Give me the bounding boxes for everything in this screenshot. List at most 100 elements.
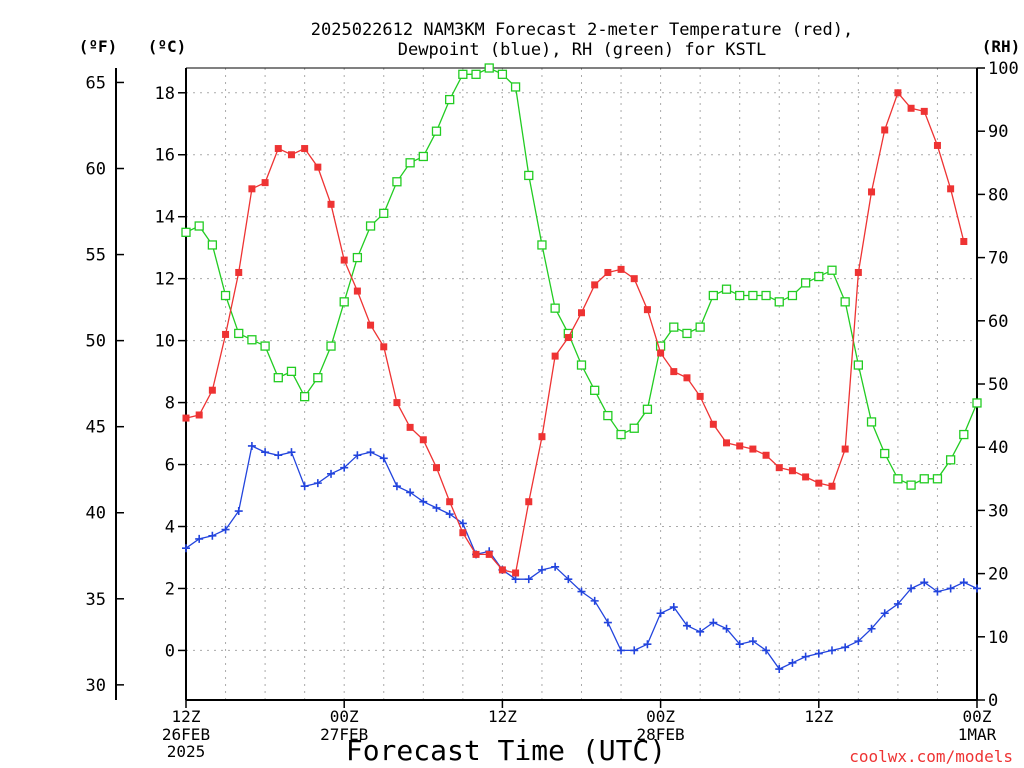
rh-point (827, 265, 837, 275)
rh-point (748, 290, 758, 301)
fahrenheit-tick-label: 35 (86, 590, 106, 610)
dewpoint-point (682, 621, 691, 630)
unit-rh-label: (RH) (982, 37, 1021, 56)
rh-point (840, 297, 850, 307)
temperature-point (841, 445, 849, 453)
time-tick-year-label: 2025 (167, 742, 206, 761)
temperature-point (248, 185, 256, 193)
rh-tick-label: 20 (988, 565, 1008, 585)
dewpoint-point (274, 451, 283, 460)
celsius-tick-label: 6 (165, 456, 175, 476)
rh-tick-label: 100 (988, 59, 1019, 79)
rh-point (405, 158, 415, 168)
rh-point (484, 63, 494, 73)
temperature-point (327, 200, 335, 208)
rh-point (774, 297, 784, 307)
series-layer (181, 63, 982, 674)
rh-point (880, 448, 890, 459)
plot-grid (186, 68, 977, 700)
fahrenheit-tick-label: 55 (86, 246, 106, 266)
temperature-point (222, 330, 230, 338)
time-tick-date-label: 27FEB (320, 725, 368, 744)
dewpoint-point (577, 587, 586, 596)
dewpoint-point (445, 510, 454, 519)
dewpoint-point (247, 441, 256, 450)
rh-point (787, 290, 798, 301)
time-tick-label: 00Z (963, 707, 992, 726)
dewpoint-point (458, 519, 467, 528)
rh-point (959, 429, 969, 440)
rh-tick-label: 50 (988, 375, 1008, 395)
temperature-point (960, 237, 968, 245)
rh-tick-label: 30 (988, 501, 1008, 521)
chart-title-line2: Dewpoint (blue), RH (green) for KSTL (398, 40, 766, 60)
rh-point (194, 221, 204, 231)
dewpoint-point (300, 482, 309, 491)
dewpoint-point (419, 497, 428, 506)
temperature-point (617, 265, 625, 273)
temperature-point (314, 163, 322, 171)
rh-point (669, 322, 679, 332)
dewpoint-point (880, 609, 889, 618)
rh-point (906, 480, 916, 490)
temperature-point (182, 414, 190, 422)
dewpoint-point (208, 531, 217, 540)
temperature-point (406, 423, 414, 431)
rh-point (445, 94, 455, 105)
rh-point (932, 474, 943, 484)
temperature-point (947, 185, 955, 193)
rh-tick-label: 70 (988, 249, 1008, 269)
temperature-point (419, 436, 427, 444)
dewpoint-point (617, 646, 626, 655)
rh-point (642, 404, 653, 414)
temperature-point (868, 188, 876, 196)
rh-tick-label: 10 (988, 628, 1008, 648)
temperature-point (762, 451, 770, 459)
dewpoint-point (920, 578, 929, 587)
dewpoint-point (551, 562, 560, 571)
dewpoint-point (959, 578, 968, 587)
temperature-point (551, 352, 559, 360)
time-tick-date-label: 26FEB (162, 725, 210, 744)
dewpoint-point (511, 575, 520, 584)
rh-point (234, 328, 244, 339)
rh-point (616, 429, 626, 440)
temperature-point (854, 268, 862, 276)
temperature-point (709, 420, 717, 428)
temperature-point (881, 126, 889, 134)
celsius-tick-label: 14 (155, 208, 175, 228)
rh-point (590, 385, 600, 395)
dewpoint-point (406, 488, 415, 497)
temperature-point (485, 550, 493, 558)
celsius-tick-label: 16 (155, 146, 175, 166)
temperature-series (182, 89, 968, 577)
dewpoint-point (366, 448, 375, 457)
rh-point (207, 240, 218, 250)
dewpoint-point (801, 652, 810, 661)
x-axis-label: Forecast Time (UTC) (346, 734, 666, 767)
temperature-line (185, 91, 965, 574)
time-tick-label: 12Z (172, 707, 201, 726)
watermark-text: coolwx.com/models (849, 747, 1013, 766)
rh-point (181, 227, 191, 237)
temperature-point (340, 256, 348, 264)
dewpoint-point (827, 646, 836, 655)
temperature-point (274, 145, 282, 153)
temperature-point (696, 392, 704, 400)
temperature-point (446, 498, 454, 506)
rh-axis: 0 10 20 30 40 50 60 70 80 90 100 (977, 59, 1019, 711)
fahrenheit-tick-label: 30 (86, 676, 106, 696)
rh-point (814, 271, 824, 282)
rh-point (286, 366, 297, 377)
temperature-point (498, 566, 506, 574)
rh-point (510, 82, 521, 92)
dewpoint-point (814, 649, 823, 658)
dewpoint-point (933, 587, 942, 596)
time-tick-label: 12Z (804, 707, 833, 726)
rh-point (260, 341, 270, 351)
unit-fahrenheit-label: (ºF) (79, 37, 118, 56)
rh-point (220, 290, 231, 301)
temperature-point (815, 479, 823, 487)
temperature-point (657, 349, 665, 357)
